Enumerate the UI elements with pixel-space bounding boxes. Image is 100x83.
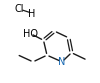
Text: Cl: Cl	[14, 4, 24, 14]
Text: HO: HO	[23, 29, 38, 39]
Text: N: N	[58, 57, 66, 67]
Text: H: H	[28, 9, 35, 19]
